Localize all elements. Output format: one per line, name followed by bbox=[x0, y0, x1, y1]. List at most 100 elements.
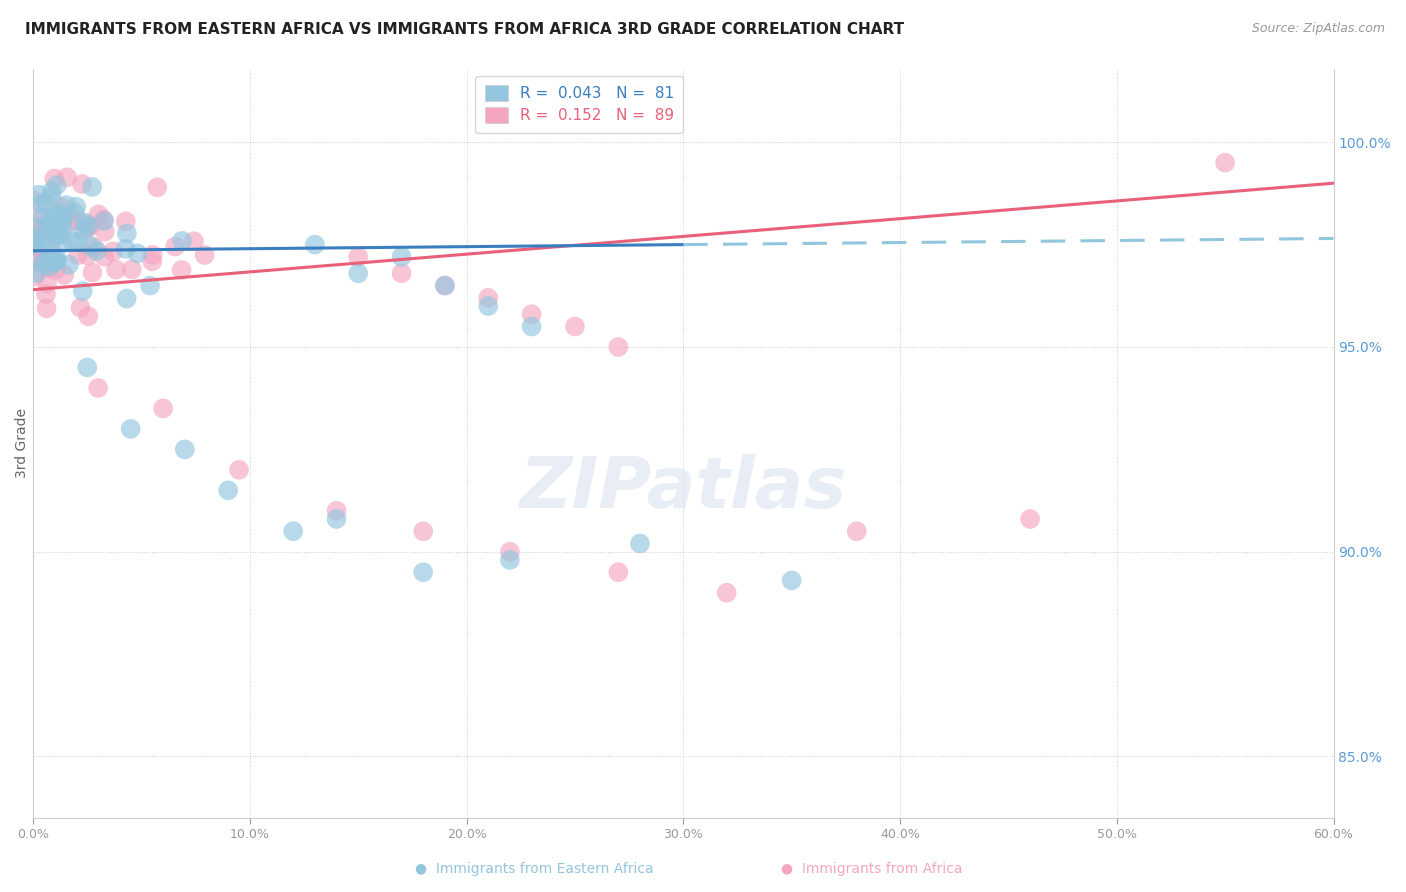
Point bbox=[139, 278, 162, 293]
Point bbox=[76, 221, 98, 235]
Text: IMMIGRANTS FROM EASTERN AFRICA VS IMMIGRANTS FROM AFRICA 3RD GRADE CORRELATION C: IMMIGRANTS FROM EASTERN AFRICA VS IMMIGR… bbox=[25, 22, 904, 37]
Point bbox=[38, 261, 60, 276]
Point bbox=[25, 253, 48, 268]
Point bbox=[55, 198, 77, 212]
Point bbox=[39, 260, 62, 274]
Point bbox=[53, 210, 76, 224]
Point bbox=[127, 246, 149, 260]
Point bbox=[165, 239, 187, 253]
Point bbox=[45, 221, 67, 235]
Point bbox=[325, 504, 347, 518]
Point bbox=[63, 206, 86, 220]
Point bbox=[183, 235, 205, 249]
Point bbox=[56, 170, 79, 185]
Point bbox=[75, 216, 97, 230]
Point bbox=[51, 200, 73, 214]
Point bbox=[49, 227, 72, 242]
Point bbox=[25, 245, 48, 260]
Point bbox=[25, 266, 48, 280]
Point bbox=[35, 253, 58, 268]
Point bbox=[51, 211, 73, 225]
Point bbox=[41, 226, 63, 240]
Point bbox=[325, 512, 347, 526]
Point bbox=[70, 177, 93, 191]
Point bbox=[53, 268, 76, 282]
Point bbox=[72, 223, 94, 237]
Point bbox=[716, 585, 738, 599]
Point bbox=[121, 262, 143, 277]
Text: ●  Immigrants from Eastern Africa: ● Immigrants from Eastern Africa bbox=[415, 862, 654, 876]
Point bbox=[115, 292, 138, 306]
Point bbox=[69, 301, 91, 315]
Point bbox=[93, 250, 115, 264]
Point bbox=[39, 211, 62, 226]
Point bbox=[24, 269, 46, 284]
Point bbox=[39, 237, 62, 252]
Point bbox=[22, 223, 45, 237]
Point bbox=[433, 278, 456, 293]
Point bbox=[42, 255, 65, 269]
Point bbox=[94, 225, 117, 239]
Point bbox=[66, 235, 89, 249]
Point bbox=[93, 212, 115, 227]
Point bbox=[66, 248, 89, 262]
Point bbox=[283, 524, 305, 539]
Point bbox=[73, 217, 96, 231]
Point bbox=[25, 220, 48, 235]
Point bbox=[76, 360, 98, 375]
Point bbox=[59, 214, 82, 228]
Point bbox=[41, 222, 63, 236]
Point bbox=[101, 244, 124, 259]
Point bbox=[35, 277, 58, 291]
Point bbox=[42, 224, 65, 238]
Point bbox=[217, 483, 239, 498]
Point bbox=[391, 266, 413, 280]
Point bbox=[72, 284, 94, 298]
Point bbox=[115, 227, 138, 241]
Point bbox=[170, 263, 193, 277]
Point bbox=[31, 235, 53, 249]
Point bbox=[780, 574, 803, 588]
Point bbox=[499, 545, 522, 559]
Point bbox=[170, 234, 193, 248]
Point bbox=[173, 442, 195, 457]
Point bbox=[35, 219, 58, 234]
Point bbox=[477, 299, 499, 313]
Point bbox=[22, 194, 45, 208]
Point bbox=[22, 238, 45, 252]
Point bbox=[37, 250, 59, 264]
Point bbox=[30, 226, 52, 240]
Point bbox=[52, 222, 75, 236]
Point bbox=[114, 242, 136, 256]
Point bbox=[628, 536, 651, 550]
Point bbox=[46, 211, 69, 225]
Point bbox=[66, 213, 89, 227]
Point bbox=[42, 255, 65, 269]
Point bbox=[146, 180, 169, 194]
Point bbox=[34, 195, 56, 210]
Point bbox=[24, 254, 46, 268]
Point bbox=[48, 228, 70, 243]
Point bbox=[25, 250, 48, 264]
Point bbox=[433, 278, 456, 293]
Point bbox=[564, 319, 586, 334]
Point bbox=[51, 217, 73, 231]
Point bbox=[520, 307, 543, 321]
Point bbox=[1019, 512, 1042, 526]
Point bbox=[37, 220, 59, 235]
Point bbox=[304, 237, 326, 252]
Point bbox=[347, 250, 370, 264]
Point bbox=[79, 239, 101, 253]
Point bbox=[44, 208, 66, 222]
Point bbox=[35, 252, 58, 266]
Point bbox=[152, 401, 174, 416]
Text: ZIPatlas: ZIPatlas bbox=[520, 454, 846, 523]
Point bbox=[142, 248, 165, 262]
Point bbox=[39, 244, 62, 258]
Point bbox=[499, 553, 522, 567]
Point bbox=[48, 210, 70, 224]
Point bbox=[22, 252, 45, 266]
Point bbox=[44, 223, 66, 237]
Point bbox=[520, 319, 543, 334]
Point bbox=[93, 214, 115, 228]
